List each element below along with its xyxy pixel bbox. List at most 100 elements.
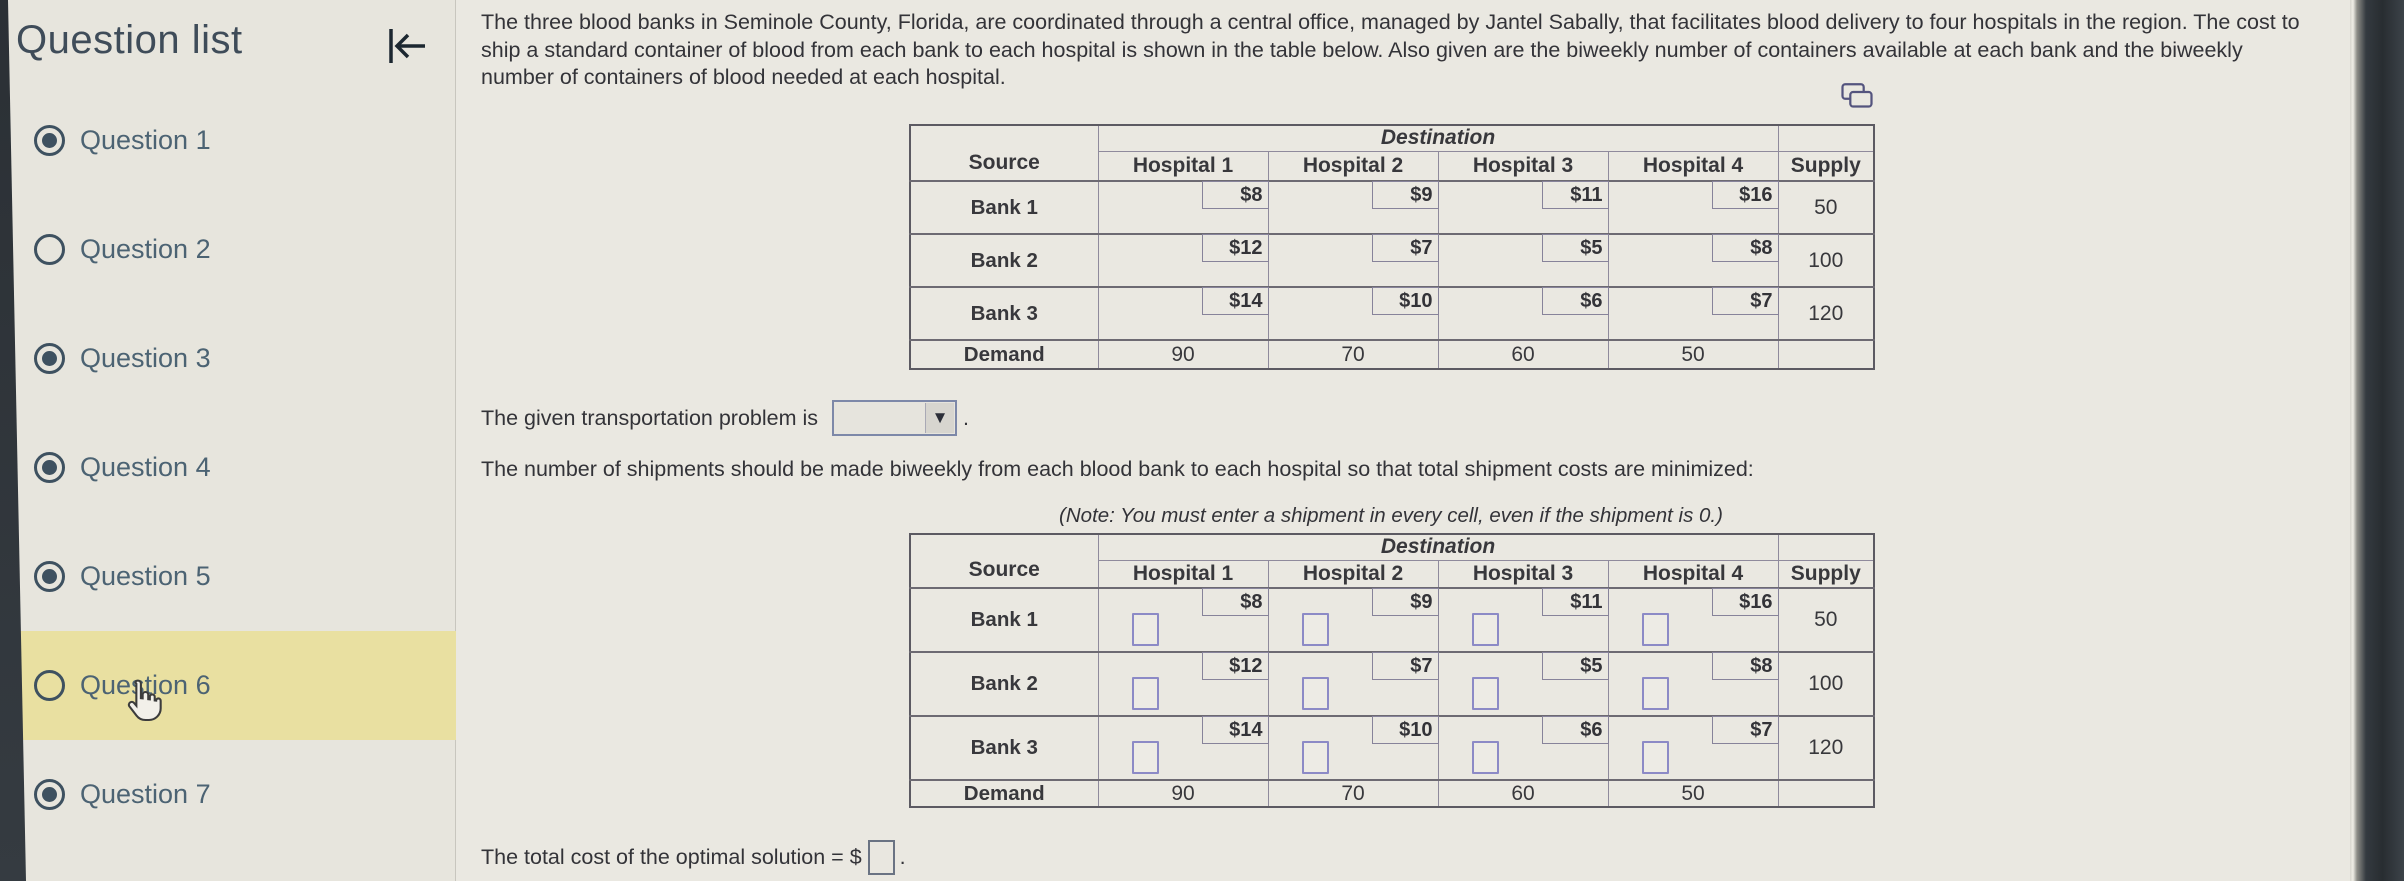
shipment-input[interactable] xyxy=(1301,741,1329,774)
radio-icon[interactable] xyxy=(34,233,65,265)
cost-value: $6 xyxy=(1541,716,1609,744)
supply-value: 50 xyxy=(1777,180,1875,235)
column-header: Hospital 2 xyxy=(1267,559,1439,589)
cost-cell: $7 xyxy=(1607,286,1779,341)
shipment-input[interactable] xyxy=(1131,613,1159,646)
shipment-cell: $16 xyxy=(1607,587,1779,653)
cost-value: $6 xyxy=(1541,287,1609,315)
cost-value: $16 xyxy=(1711,181,1779,209)
sentence-period: . xyxy=(963,405,969,430)
shipment-input[interactable] xyxy=(1471,741,1499,774)
shipment-input[interactable] xyxy=(1131,677,1159,710)
sidebar-item-question-7[interactable]: Question 7 xyxy=(0,740,456,849)
row-header: Bank 3 xyxy=(909,715,1099,781)
sidebar-item-question-3[interactable]: Question 3 xyxy=(0,304,456,413)
shipment-cell: $9 xyxy=(1267,587,1439,653)
destination-header: Destination xyxy=(1097,124,1779,152)
copy-icon[interactable] xyxy=(1840,82,1874,111)
demand-value: 70 xyxy=(1267,779,1439,808)
note-text: (Note: You must enter a shipment in ever… xyxy=(1059,504,1723,527)
supply-header-spacer xyxy=(1777,533,1875,561)
supply-value: 50 xyxy=(1777,587,1875,653)
shipment-input[interactable] xyxy=(1301,677,1329,710)
sidebar-item-question-6[interactable]: Question 6 xyxy=(0,631,456,740)
demand-header: Demand xyxy=(909,779,1099,808)
radio-icon[interactable] xyxy=(34,778,65,810)
row-header: Bank 2 xyxy=(909,651,1099,717)
shipment-input[interactable] xyxy=(1471,677,1499,710)
radio-icon[interactable] xyxy=(34,451,65,483)
cost-value: $8 xyxy=(1711,652,1779,680)
cost-cell: $6 xyxy=(1437,286,1609,341)
cost-table: Source Destination Hospital 1 Hospital 2… xyxy=(909,124,1876,370)
column-header: Hospital 3 xyxy=(1437,150,1609,182)
sidebar-item-question-4[interactable]: Question 4 xyxy=(0,413,456,522)
sidebar-item-question-5[interactable]: Question 5 xyxy=(0,522,456,631)
radio-icon[interactable] xyxy=(34,342,65,374)
problem-statement-line: The three blood banks in Seminole County… xyxy=(481,10,2300,34)
supply-value: 120 xyxy=(1777,286,1875,341)
cost-value: $11 xyxy=(1541,181,1609,209)
shipment-table: Source Destination Hospital 1 Hospital 2… xyxy=(909,533,1876,808)
demand-value: 60 xyxy=(1437,339,1609,370)
row-header: Bank 1 xyxy=(909,587,1099,653)
cost-value: $12 xyxy=(1201,234,1269,262)
demand-value: 50 xyxy=(1607,779,1779,808)
demand-value: 90 xyxy=(1097,779,1269,808)
shipment-input[interactable] xyxy=(1641,677,1669,710)
cost-value: $8 xyxy=(1201,181,1269,209)
sidebar-item-label: Question 5 xyxy=(80,560,211,591)
cost-value: $14 xyxy=(1201,716,1269,744)
row-header: Bank 3 xyxy=(909,286,1099,341)
shipment-input[interactable] xyxy=(1131,741,1159,774)
cost-cell: $12 xyxy=(1097,233,1269,288)
demand-value: 50 xyxy=(1607,339,1779,370)
destination-header: Destination xyxy=(1097,533,1779,561)
collapse-left-icon xyxy=(384,29,430,72)
column-header: Hospital 4 xyxy=(1607,559,1779,589)
dropdown-arrow-icon[interactable]: ▼ xyxy=(925,403,955,433)
radio-icon[interactable] xyxy=(34,669,65,701)
cost-value: $7 xyxy=(1371,652,1439,680)
column-header: Hospital 1 xyxy=(1097,150,1269,182)
supply-header-spacer xyxy=(1777,124,1875,152)
radio-icon[interactable] xyxy=(34,560,65,592)
shipment-cell: $5 xyxy=(1437,651,1609,717)
collapse-sidebar-button[interactable] xyxy=(384,24,430,68)
cost-cell: $10 xyxy=(1267,286,1439,341)
empty-cell xyxy=(1777,779,1875,808)
supply-value: 100 xyxy=(1777,651,1875,717)
shipment-input[interactable] xyxy=(1641,613,1669,646)
shipment-cell: $11 xyxy=(1437,587,1609,653)
sidebar-item-label: Question 6 xyxy=(80,669,211,700)
shipment-cell: $12 xyxy=(1097,651,1269,717)
sentence-period: . xyxy=(899,844,906,869)
shipment-input[interactable] xyxy=(1301,613,1329,646)
supply-value: 120 xyxy=(1777,715,1875,781)
sidebar-item-question-2[interactable]: Question 2 xyxy=(0,195,456,304)
sidebar-item-question-1[interactable]: Question 1 xyxy=(0,86,456,195)
supply-header: Supply xyxy=(1777,150,1875,182)
cost-cell: $14 xyxy=(1097,286,1269,341)
cost-value: $7 xyxy=(1711,716,1779,744)
shipment-cell: $6 xyxy=(1437,715,1609,781)
radio-icon[interactable] xyxy=(34,124,65,156)
cost-value: $8 xyxy=(1201,588,1269,616)
shipment-input[interactable] xyxy=(1641,741,1669,774)
cost-cell: $16 xyxy=(1607,180,1779,235)
cost-value: $8 xyxy=(1711,234,1779,262)
shipment-cell: $14 xyxy=(1097,715,1269,781)
question-list-sidebar: Question list Question 1 Question 2 Ques… xyxy=(0,0,456,881)
sidebar-item-label: Question 2 xyxy=(80,233,211,264)
problem-type-select[interactable]: ▼ xyxy=(832,400,958,436)
shipment-cell: $7 xyxy=(1267,651,1439,717)
total-cost-row: The total cost of the optimal solution =… xyxy=(481,838,906,876)
shipments-prompt-text: The number of shipments should be made b… xyxy=(481,457,1754,481)
sidebar-item-label: Question 7 xyxy=(80,778,211,809)
corner-header: Source xyxy=(909,124,1099,182)
column-header: Hospital 3 xyxy=(1437,559,1609,589)
problem-statement-line: number of containers of blood needed at … xyxy=(481,65,1006,89)
total-cost-input[interactable] xyxy=(867,839,895,875)
shipment-input[interactable] xyxy=(1471,613,1499,646)
